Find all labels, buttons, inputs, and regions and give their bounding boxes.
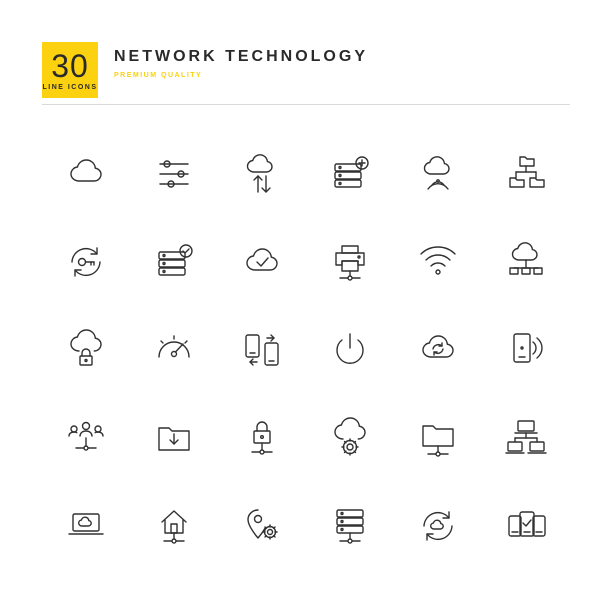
page-title: NETWORK TECHNOLOGY bbox=[114, 48, 368, 66]
folder-download-icon bbox=[146, 410, 202, 466]
cloud-cycle-icon bbox=[410, 498, 466, 554]
devices-check-icon bbox=[498, 498, 554, 554]
team-network-icon bbox=[58, 410, 114, 466]
folder-network-icon bbox=[498, 146, 554, 202]
devices-sync-icon bbox=[234, 322, 290, 378]
lock-network-icon bbox=[234, 410, 290, 466]
phone-signal-icon bbox=[498, 322, 554, 378]
title-block: NETWORK TECHNOLOGY PREMIUM QUALITY bbox=[114, 42, 368, 79]
power-icon bbox=[322, 322, 378, 378]
header: 30 LINE ICONS NETWORK TECHNOLOGY PREMIUM… bbox=[42, 42, 570, 102]
cloud-sync-icon bbox=[234, 146, 290, 202]
server-add-icon bbox=[322, 146, 378, 202]
cloud-gear-icon bbox=[322, 410, 378, 466]
cloud-icon bbox=[58, 146, 114, 202]
cloud-lock-icon bbox=[58, 322, 114, 378]
cloud-refresh-icon bbox=[410, 322, 466, 378]
count-badge: 30 LINE ICONS bbox=[42, 42, 98, 98]
cloud-wireless-icon bbox=[410, 146, 466, 202]
speedometer-icon bbox=[146, 322, 202, 378]
server-check-icon bbox=[146, 234, 202, 290]
key-rotate-icon bbox=[58, 234, 114, 290]
folder-share-icon bbox=[410, 410, 466, 466]
icon-grid bbox=[42, 130, 570, 570]
divider bbox=[42, 104, 570, 105]
printer-network-icon bbox=[322, 234, 378, 290]
laptops-network-icon bbox=[498, 410, 554, 466]
wifi-icon bbox=[410, 234, 466, 290]
pin-gear-icon bbox=[234, 498, 290, 554]
laptop-cloud-icon bbox=[58, 498, 114, 554]
home-network-icon bbox=[146, 498, 202, 554]
sliders-icon bbox=[146, 146, 202, 202]
cloud-check-icon bbox=[234, 234, 290, 290]
page-subtitle: PREMIUM QUALITY bbox=[114, 72, 368, 79]
badge-label: LINE ICONS bbox=[42, 84, 97, 91]
cloud-network-icon bbox=[498, 234, 554, 290]
badge-count: 30 bbox=[51, 50, 89, 82]
server-network-icon bbox=[322, 498, 378, 554]
